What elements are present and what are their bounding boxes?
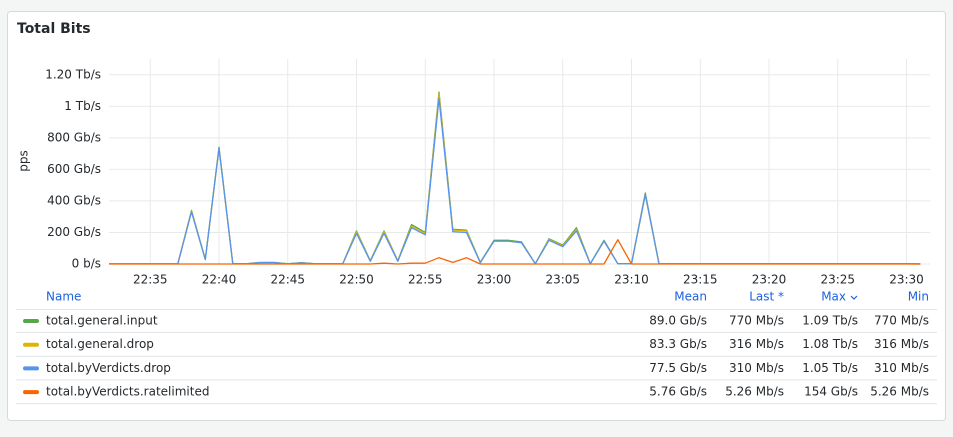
legend-value: 89.0 Gb/s: [649, 314, 707, 328]
y-tick-label: 400 Gb/s: [47, 193, 101, 207]
legend-value: 1.09 Tb/s: [802, 314, 858, 328]
y-axis-label: pps: [17, 150, 31, 172]
legend-value: 310 Mb/s: [729, 361, 784, 375]
legend-name[interactable]: total.byVerdicts.drop: [46, 361, 171, 375]
legend-header[interactable]: Mean: [674, 290, 707, 304]
panel: [7, 11, 946, 421]
x-tick-label: 23:10: [614, 273, 649, 287]
legend-value: 316 Mb/s: [729, 337, 784, 351]
legend-header[interactable]: Name: [46, 290, 81, 304]
legend-value: 5.26 Mb/s: [870, 385, 929, 399]
legend-value: 310 Mb/s: [874, 361, 929, 375]
sort-icon: [850, 295, 858, 300]
x-tick-label: 23:15: [683, 273, 718, 287]
legend-value: 316 Mb/s: [874, 337, 929, 351]
x-tick-label: 22:50: [339, 273, 374, 287]
legend-value: 770 Mb/s: [729, 314, 784, 328]
y-tick-label: 1 Tb/s: [64, 99, 101, 113]
x-tick-label: 22:45: [270, 273, 305, 287]
y-tick-label: 800 Gb/s: [47, 130, 101, 144]
y-tick-label: 1.20 Tb/s: [45, 67, 101, 81]
y-tick-label: 200 Gb/s: [47, 225, 101, 239]
legend-value: 83.3 Gb/s: [649, 337, 707, 351]
series-line: [109, 239, 921, 265]
x-tick-label: 23:25: [820, 273, 855, 287]
legend-value: 1.05 Tb/s: [802, 361, 858, 375]
x-tick-label: 22:40: [202, 273, 237, 287]
x-tick-label: 23:20: [752, 273, 787, 287]
legend-value: 770 Mb/s: [874, 314, 929, 328]
legend-value: 5.26 Mb/s: [725, 385, 784, 399]
legend-value: 154 Gb/s: [804, 385, 858, 399]
legend-value: 5.76 Gb/s: [649, 385, 707, 399]
legend-header[interactable]: Last *: [749, 290, 784, 304]
legend-header[interactable]: Min: [908, 290, 929, 304]
legend-header[interactable]: Max: [821, 290, 846, 304]
panel-title: Total Bits: [17, 21, 91, 37]
x-tick-label: 23:05: [545, 273, 580, 287]
legend-value: 1.08 Tb/s: [802, 337, 858, 351]
legend-name[interactable]: total.general.input: [46, 314, 158, 328]
x-tick-label: 23:00: [477, 273, 512, 287]
legend-value: 77.5 Gb/s: [649, 361, 707, 375]
y-tick-label: 600 Gb/s: [47, 162, 101, 176]
legend-name[interactable]: total.general.drop: [46, 337, 154, 351]
legend-name[interactable]: total.byVerdicts.ratelimited: [46, 385, 209, 399]
x-tick-label: 22:55: [408, 273, 443, 287]
x-tick-label: 22:35: [133, 273, 168, 287]
y-tick-label: 0 b/s: [72, 257, 101, 271]
x-tick-label: 23:30: [889, 273, 924, 287]
